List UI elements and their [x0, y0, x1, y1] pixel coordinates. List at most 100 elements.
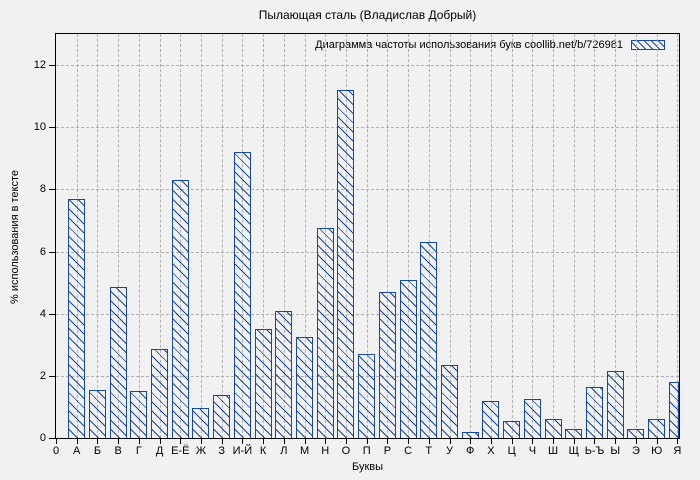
x-tick-mark	[304, 439, 306, 444]
x-tick-label: Р	[383, 445, 392, 457]
grid-line-vertical	[428, 34, 430, 438]
x-tick-mark	[200, 439, 202, 444]
bar-Ю	[648, 419, 666, 438]
x-tick-label: Ш	[548, 445, 559, 457]
x-tick-mark	[387, 439, 389, 444]
x-tick-label: Ч	[528, 445, 537, 457]
x-tick-mark	[656, 439, 658, 444]
y-tick-label: 4	[39, 307, 46, 320]
grid-line-vertical	[532, 34, 534, 438]
bar-С	[399, 279, 417, 438]
x-tick-label: А	[73, 445, 81, 457]
x-tick-label: П	[362, 445, 371, 457]
x-tick-mark	[408, 439, 410, 444]
x-tick-label: Ы	[610, 445, 621, 457]
bar-У	[441, 364, 459, 438]
x-tick-mark	[490, 439, 492, 444]
y-tick-mark	[49, 127, 55, 129]
y-tick-mark	[49, 375, 55, 377]
grid-line-vertical	[159, 34, 161, 438]
bar-Щ	[565, 428, 583, 438]
bar-Р	[378, 291, 396, 438]
x-tick-mark	[532, 439, 534, 444]
x-tick-label: Э	[631, 445, 640, 457]
y-tick-label: 10	[33, 121, 46, 134]
bar-А	[68, 198, 86, 438]
x-tick-mark	[56, 439, 57, 444]
x-tick-mark	[221, 439, 223, 444]
bar-Д	[151, 349, 169, 438]
bar-Ф	[461, 431, 479, 438]
x-tick-mark	[366, 439, 368, 444]
x-tick-label: Г	[135, 445, 142, 457]
grid-line-vertical	[615, 34, 617, 438]
grid-line-vertical	[449, 34, 451, 438]
x-tick-label: Ф	[466, 445, 475, 457]
bar-И-Й	[233, 152, 251, 438]
x-tick-mark	[573, 439, 575, 444]
x-tick-mark	[449, 439, 451, 444]
bar-Э	[627, 428, 645, 438]
bar-П	[358, 354, 376, 438]
x-tick-label: С	[404, 445, 413, 457]
x-tick-label: К	[259, 445, 267, 457]
y-tick-mark	[49, 65, 55, 67]
bar-Ь-Ъ	[585, 386, 603, 438]
y-tick-label: 12	[33, 59, 46, 72]
x-tick-label: Е-Ё	[171, 445, 190, 457]
bar-Н	[316, 228, 334, 438]
y-tick-mark	[49, 251, 55, 253]
x-tick-label: Ь-Ъ	[584, 445, 605, 457]
x-tick-mark	[594, 439, 596, 444]
bar-Х	[482, 400, 500, 438]
x-tick-label: М	[299, 445, 310, 457]
grid-line-vertical	[387, 34, 389, 438]
x-tick-mark	[159, 439, 161, 444]
bar-Ц	[503, 420, 521, 438]
grid-line-vertical	[200, 34, 202, 438]
grid-line-vertical	[138, 34, 140, 438]
x-tick-label: Ж	[195, 445, 207, 457]
x-tick-mark	[180, 439, 182, 444]
x-tick-label: 0	[52, 445, 60, 457]
bar-Я	[668, 382, 679, 438]
x-tick-mark	[138, 439, 140, 444]
x-tick-label: О	[341, 445, 351, 457]
y-tick-label: 2	[39, 369, 46, 382]
x-tick-mark	[635, 439, 637, 444]
legend-label: Диаграмма частоты использования букв coo…	[315, 39, 623, 51]
x-tick-label: Х	[487, 445, 495, 457]
x-tick-label: Щ	[568, 445, 579, 457]
x-tick-label: Т	[425, 445, 433, 457]
y-tick-label: 8	[39, 183, 46, 196]
grid-line-vertical	[573, 34, 575, 438]
x-tick-label: Ю	[651, 445, 663, 457]
x-tick-mark	[97, 439, 99, 444]
grid-line-vertical	[366, 34, 368, 438]
grid-line-vertical	[304, 34, 306, 438]
bar-К	[254, 329, 272, 438]
grid-line-vertical	[490, 34, 492, 438]
grid-line-vertical	[221, 34, 223, 438]
x-tick-label: У	[446, 445, 454, 457]
x-tick-label: Н	[321, 445, 330, 457]
grid-line-vertical	[511, 34, 513, 438]
bar-М	[296, 337, 314, 438]
bar-Л	[275, 310, 293, 438]
bar-З	[213, 394, 231, 438]
bar-Б	[88, 389, 106, 438]
x-tick-label: И-Й	[232, 445, 253, 457]
x-tick-mark	[677, 439, 679, 444]
x-tick-label: В	[114, 445, 122, 457]
x-tick-mark	[511, 439, 513, 444]
x-tick-mark	[345, 439, 347, 444]
chart-title: Пылающая сталь (Владислав Добрый)	[258, 8, 477, 22]
x-tick-label: Ц	[507, 445, 516, 457]
x-tick-mark	[553, 439, 555, 444]
x-tick-mark	[242, 439, 244, 444]
grid-line-vertical	[677, 34, 679, 438]
x-tick-mark	[263, 439, 265, 444]
grid-line-vertical	[118, 34, 120, 438]
grid-line-vertical	[656, 34, 658, 438]
